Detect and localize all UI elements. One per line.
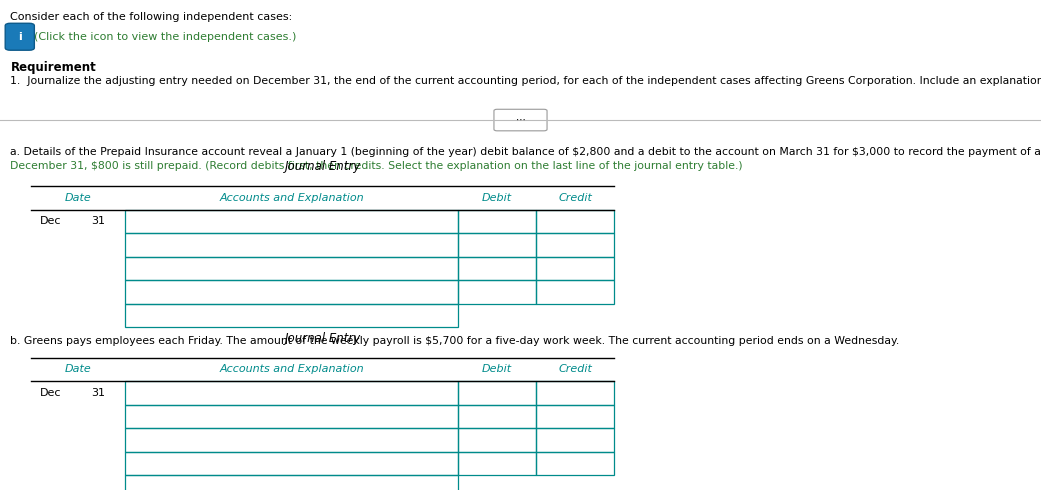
Bar xyxy=(458,381,536,405)
Text: b. Greens pays employees each Friday. The amount of the weekly payroll is \$5,70: b. Greens pays employees each Friday. Th… xyxy=(10,336,899,345)
Text: Dec: Dec xyxy=(40,388,61,398)
Text: i: i xyxy=(18,32,22,42)
Text: 31: 31 xyxy=(92,217,106,226)
Text: Credit: Credit xyxy=(558,193,592,203)
Text: Consider each of the following independent cases:: Consider each of the following independe… xyxy=(10,12,293,22)
FancyBboxPatch shape xyxy=(493,109,548,131)
Bar xyxy=(458,210,536,233)
FancyBboxPatch shape xyxy=(5,23,34,50)
Text: Dec: Dec xyxy=(40,217,61,226)
Text: (Click the icon to view the independent cases.): (Click the icon to view the independent … xyxy=(34,32,297,42)
Text: Debit: Debit xyxy=(482,365,512,374)
Text: Credit: Credit xyxy=(558,365,592,374)
Bar xyxy=(125,233,458,257)
Bar xyxy=(458,452,536,475)
Bar xyxy=(125,452,458,475)
Bar xyxy=(125,428,458,452)
Bar xyxy=(125,381,458,405)
Bar xyxy=(536,210,614,233)
Bar xyxy=(536,280,614,304)
Text: ⋯: ⋯ xyxy=(515,115,526,125)
Text: Debit: Debit xyxy=(482,193,512,203)
Bar xyxy=(125,475,458,490)
Text: a. Details of the Prepaid Insurance account reveal a January 1 (beginning of the: a. Details of the Prepaid Insurance acco… xyxy=(10,147,1041,157)
Bar xyxy=(536,428,614,452)
Text: 1.  Journalize the adjusting entry needed on December 31, the end of the current: 1. Journalize the adjusting entry needed… xyxy=(10,76,1041,86)
Bar xyxy=(125,405,458,428)
Bar xyxy=(536,381,614,405)
Bar xyxy=(125,210,458,233)
Text: Accounts and Explanation: Accounts and Explanation xyxy=(220,365,363,374)
Bar xyxy=(458,257,536,280)
Text: Date: Date xyxy=(65,193,92,203)
Bar xyxy=(125,257,458,280)
Text: December 31, \$800 is still prepaid. (Record debits first, then credits. Select : December 31, \$800 is still prepaid. (Re… xyxy=(10,161,743,171)
Bar xyxy=(536,233,614,257)
Text: 31: 31 xyxy=(92,388,106,398)
Bar xyxy=(536,257,614,280)
Text: Accounts and Explanation: Accounts and Explanation xyxy=(220,193,363,203)
Bar xyxy=(458,405,536,428)
Text: Requirement: Requirement xyxy=(10,61,96,74)
Bar xyxy=(458,233,536,257)
Text: Journal Entry: Journal Entry xyxy=(284,332,361,345)
Bar xyxy=(458,280,536,304)
Bar xyxy=(458,428,536,452)
Bar xyxy=(125,280,458,304)
Text: Journal Entry: Journal Entry xyxy=(284,160,361,173)
Bar xyxy=(125,304,458,327)
Bar xyxy=(536,405,614,428)
Bar xyxy=(536,452,614,475)
Text: Date: Date xyxy=(65,365,92,374)
